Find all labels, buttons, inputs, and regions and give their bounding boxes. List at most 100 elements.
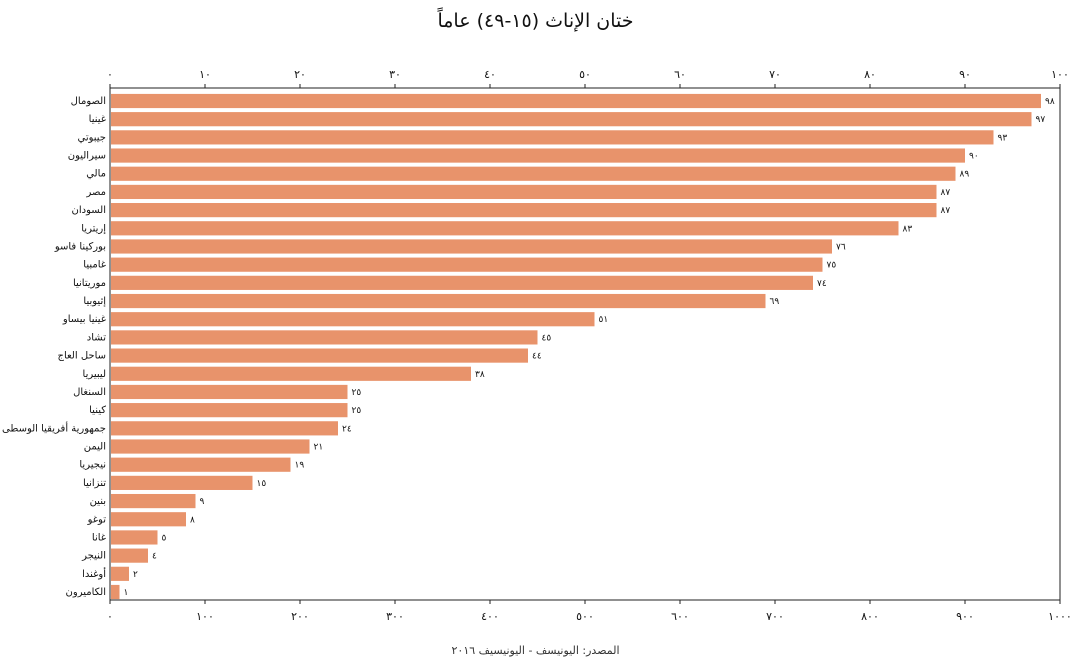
bar — [111, 239, 832, 254]
x-tick-label-top: ٨٠ — [864, 68, 876, 81]
x-tick-label-bottom: ١٠٠ — [196, 610, 214, 623]
category-label: إريتريا — [81, 223, 106, 234]
x-tick-label-top: ٥٠ — [579, 68, 591, 81]
category-label: إثيوبيا — [83, 296, 106, 307]
category-label: النيجر — [81, 551, 106, 562]
category-label: موريتانيا — [73, 278, 106, 289]
category-label: غامبيا — [83, 260, 106, 271]
bar-value-label: ١٩ — [295, 461, 305, 471]
chart-source: المصدر: اليونيسف - اليونيسيف ٢٠١٦ — [451, 644, 620, 657]
bar — [111, 421, 338, 436]
bar-value-label: ٨٧ — [941, 206, 951, 216]
bar — [111, 312, 595, 327]
bar — [111, 184, 937, 200]
category-label: جيبوتي — [77, 132, 106, 143]
x-tick-label-top: ٠ — [107, 68, 113, 81]
bar — [111, 493, 196, 509]
bar-value-label: ٥ — [162, 533, 167, 543]
bar — [111, 348, 528, 363]
category-label: كينيا — [89, 405, 106, 416]
bar-value-label: ٨٣ — [903, 224, 913, 234]
bar — [111, 221, 899, 236]
x-tick-label-bottom: ٨٠٠ — [861, 610, 879, 623]
x-tick-label-bottom: ٦٠٠ — [671, 610, 689, 623]
bar — [111, 475, 253, 490]
category-label: غانا — [92, 532, 106, 543]
category-label: سيراليون — [68, 151, 106, 162]
bar-value-label: ٩٣ — [998, 133, 1008, 143]
bar — [111, 530, 158, 545]
bar — [111, 548, 148, 563]
category-label: غينيا بيساو — [62, 314, 106, 325]
category-label: أوغندا — [82, 567, 106, 580]
x-tick-label-bottom: ٤٠٠ — [481, 610, 499, 623]
category-label: ليبيريا — [83, 369, 106, 380]
bar — [111, 203, 937, 218]
category-label: نيجيريا — [79, 460, 106, 471]
bar — [111, 584, 120, 600]
bar-value-label: ٩٨ — [1045, 97, 1055, 107]
x-tick-label-bottom: ٥٠٠ — [576, 610, 594, 623]
category-label: توغو — [87, 514, 107, 525]
bar-value-label: ٦٩ — [770, 297, 780, 307]
bar-value-label: ٩٠ — [969, 152, 979, 162]
category-label: الكاميرون — [66, 587, 106, 598]
category-label: جمهورية أفريقيا الوسطى — [2, 421, 106, 434]
bar-value-label: ٨٩ — [960, 170, 970, 180]
bar-value-label: ٧٥ — [827, 261, 837, 271]
bar — [111, 457, 291, 472]
bar-value-label: ٤٥ — [542, 333, 552, 343]
x-tick-label-bottom: ٧٠٠ — [766, 610, 784, 623]
x-tick-label-bottom: ٣٠٠ — [386, 610, 404, 623]
x-tick-label-bottom: ٩٠٠ — [956, 610, 974, 623]
category-label: مصر — [85, 187, 106, 198]
x-tick-label-top: ٧٠ — [769, 68, 781, 81]
bar — [111, 384, 348, 400]
bar-value-label: ٢٤ — [342, 424, 352, 434]
bar — [111, 130, 994, 145]
category-label: السنغال — [73, 387, 106, 398]
bar — [111, 439, 310, 454]
bar-value-label: ٥١ — [599, 315, 609, 325]
bar — [111, 275, 813, 290]
x-tick-label-bottom: ١٠٠٠ — [1048, 610, 1071, 623]
category-label: تنزانيا — [83, 478, 106, 489]
bar-value-label: ١٥ — [257, 479, 267, 489]
x-tick-label-top: ٢٠ — [294, 68, 306, 81]
category-label: غينيا — [89, 114, 106, 125]
bar — [111, 148, 965, 163]
bar-value-label: ٣٨ — [475, 370, 485, 380]
bar — [111, 293, 766, 309]
bar-value-label: ٩ — [200, 497, 205, 507]
bar — [111, 166, 956, 181]
bar — [111, 112, 1032, 127]
bar — [111, 93, 1041, 109]
bar — [111, 366, 471, 381]
bar-value-label: ٢٥ — [352, 406, 362, 416]
chart-title: ختان الإناث (١٥-٤٩) عاماً — [437, 10, 634, 32]
bar-value-label: ٢ — [133, 570, 138, 580]
category-label: مالي — [86, 169, 106, 180]
x-tick-label-top: ٤٠ — [484, 68, 496, 81]
bar-value-label: ٤ — [152, 552, 157, 562]
bar — [111, 566, 129, 581]
bar-value-label: ٢١ — [314, 443, 324, 453]
bar — [111, 403, 348, 418]
bar-value-label: ٧٦ — [836, 242, 846, 252]
category-label: بوركينا فاسو — [54, 241, 106, 252]
category-label: ساحل العاج — [57, 351, 106, 362]
bar — [111, 512, 186, 527]
bar-value-label: ٢٥ — [352, 388, 362, 398]
x-tick-label-bottom: ٢٠٠ — [291, 610, 309, 623]
category-label: تشاد — [87, 332, 106, 343]
category-label: السودان — [72, 205, 107, 216]
bar-value-label: ٨ — [190, 515, 195, 525]
bar-value-label: ٨٧ — [941, 188, 951, 198]
category-label: بنين — [90, 496, 106, 507]
x-tick-label-top: ٦٠ — [674, 68, 686, 81]
x-tick-label-top: ٣٠ — [389, 68, 401, 81]
bar-value-label: ٩٧ — [1036, 115, 1046, 125]
category-label: الصومال — [71, 96, 106, 107]
bar — [111, 330, 538, 345]
